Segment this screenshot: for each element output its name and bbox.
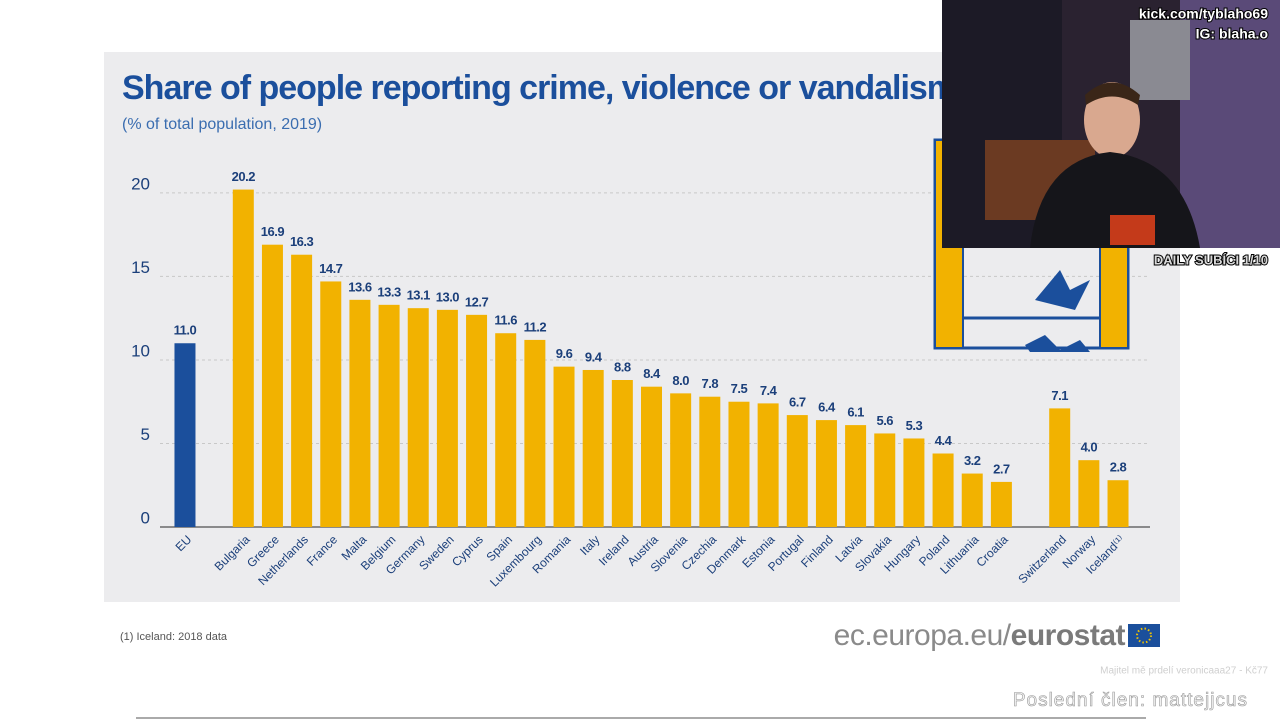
value-label: 11.2 [524, 319, 547, 334]
bar [874, 433, 896, 527]
value-label: 7.4 [760, 383, 778, 398]
bar [699, 396, 721, 527]
bar [378, 304, 400, 527]
bar [728, 401, 750, 527]
bar [932, 453, 954, 527]
value-label: 12.7 [465, 294, 489, 309]
value-label: 16.9 [261, 224, 285, 239]
bar [553, 366, 575, 527]
bar [495, 333, 517, 527]
bar [641, 386, 662, 527]
value-label: 8.0 [672, 373, 689, 388]
value-label: 7.1 [1051, 388, 1068, 403]
value-label: 4.4 [935, 433, 953, 448]
chart-title: Share of people reporting crime, violenc… [122, 69, 993, 107]
y-tick-label: 20 [131, 174, 150, 193]
value-label: 3.2 [964, 453, 981, 468]
webcam [942, 0, 1280, 248]
value-label: 2.8 [1110, 460, 1127, 475]
value-label: 8.8 [614, 359, 631, 374]
bar [524, 339, 546, 527]
bar [582, 369, 604, 527]
source: ec.europa.eu/eurostat [834, 619, 1126, 652]
bar [407, 308, 429, 527]
last-member: Poslední člen: mattejjcus [1013, 690, 1248, 711]
bar [261, 244, 283, 527]
bar [961, 473, 983, 527]
footnote: (1) Iceland: 2018 data [120, 631, 228, 643]
bar [174, 343, 196, 527]
value-label: 7.8 [702, 376, 719, 391]
bar [436, 309, 458, 527]
bar [232, 189, 254, 527]
bar [611, 380, 633, 527]
value-label: 7.5 [731, 381, 748, 396]
bar [990, 481, 1012, 527]
value-label: 14.7 [319, 261, 343, 276]
y-tick-label: 0 [141, 508, 150, 527]
bar [320, 281, 342, 527]
instagram-handle: IG: blaha.o [1196, 26, 1268, 42]
value-label: 5.6 [876, 413, 893, 428]
value-label: 5.3 [906, 418, 923, 433]
bar [1049, 408, 1071, 527]
bar [670, 393, 692, 527]
source-domain: ec.europa.eu/ [834, 619, 1012, 652]
value-label: 11.6 [494, 313, 517, 328]
y-tick-label: 15 [131, 258, 150, 277]
bar [786, 415, 808, 527]
value-label: 13.6 [348, 279, 372, 294]
bar [815, 420, 837, 527]
eu-flag [1128, 624, 1160, 647]
bar [466, 314, 488, 527]
bar [845, 425, 867, 527]
bar [757, 403, 779, 527]
bar [903, 438, 925, 527]
value-label: 13.0 [436, 289, 460, 304]
value-label: 20.2 [232, 169, 256, 184]
value-label: 16.3 [290, 234, 314, 249]
value-label: 13.1 [407, 288, 431, 303]
bar [349, 299, 371, 527]
value-label: 6.1 [847, 405, 864, 420]
y-tick-label: 5 [141, 425, 150, 444]
value-label: 9.6 [556, 346, 573, 361]
value-label: 11.0 [174, 323, 197, 338]
y-tick-label: 10 [131, 341, 150, 360]
value-label: 4.0 [1081, 440, 1098, 455]
channel-handle: kick.com/tyblaho69 [1139, 6, 1268, 22]
value-label: 6.4 [818, 400, 836, 415]
value-label: 2.7 [993, 461, 1010, 476]
bar [1107, 480, 1129, 527]
source-brand: eurostat [1011, 619, 1126, 652]
value-label: 8.4 [643, 366, 661, 381]
bar [291, 254, 313, 527]
value-label: 9.4 [585, 349, 603, 364]
sub-goal: DAILY SUBÍCI 1/10 [1154, 252, 1268, 267]
value-label: 6.7 [789, 395, 806, 410]
top-donor: Majitel mě prdelí veronicaaa27 - Kč77 [1100, 666, 1268, 677]
chart-subtitle: (% of total population, 2019) [122, 116, 322, 133]
value-label: 13.3 [377, 284, 401, 299]
chart: Share of people reporting crime, violenc… [122, 69, 1150, 528]
bar [1078, 460, 1100, 527]
